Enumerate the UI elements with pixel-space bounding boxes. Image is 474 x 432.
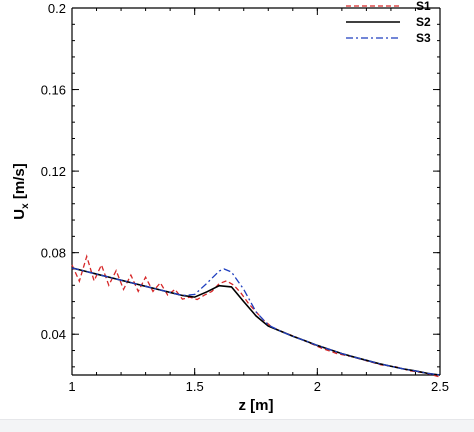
legend: S1 S2 S3 bbox=[346, 0, 431, 45]
y-axis-title-main: U bbox=[11, 209, 28, 220]
x-tick-label: 2 bbox=[314, 379, 321, 394]
x-tick-label: 1 bbox=[68, 379, 75, 394]
legend-label-s3: S3 bbox=[416, 31, 431, 45]
x-tick-label: 2.5 bbox=[431, 379, 449, 394]
x-axis-title: z [m] bbox=[239, 397, 274, 414]
y-axis-title-unit: [m/s] bbox=[11, 163, 28, 203]
x-tick-label: 1.5 bbox=[186, 379, 204, 394]
y-axis-title-subscript: x bbox=[20, 203, 31, 209]
y-tick-label: 0.2 bbox=[48, 1, 66, 16]
y-tick-label: 0.16 bbox=[41, 83, 66, 98]
legend-label-s1: S1 bbox=[416, 0, 431, 13]
series-line-s2 bbox=[71, 267, 441, 376]
y-tick-label: 0.12 bbox=[41, 164, 66, 179]
y-tick-label: 0.04 bbox=[41, 327, 66, 342]
y-tick-label: 0.08 bbox=[41, 246, 66, 261]
series-line-s1 bbox=[71, 254, 441, 378]
y-axis-title: Ux [m/s] bbox=[11, 163, 31, 219]
footer-strip bbox=[0, 419, 474, 432]
legend-label-s2: S2 bbox=[416, 15, 431, 29]
series-line-s3 bbox=[71, 267, 441, 376]
